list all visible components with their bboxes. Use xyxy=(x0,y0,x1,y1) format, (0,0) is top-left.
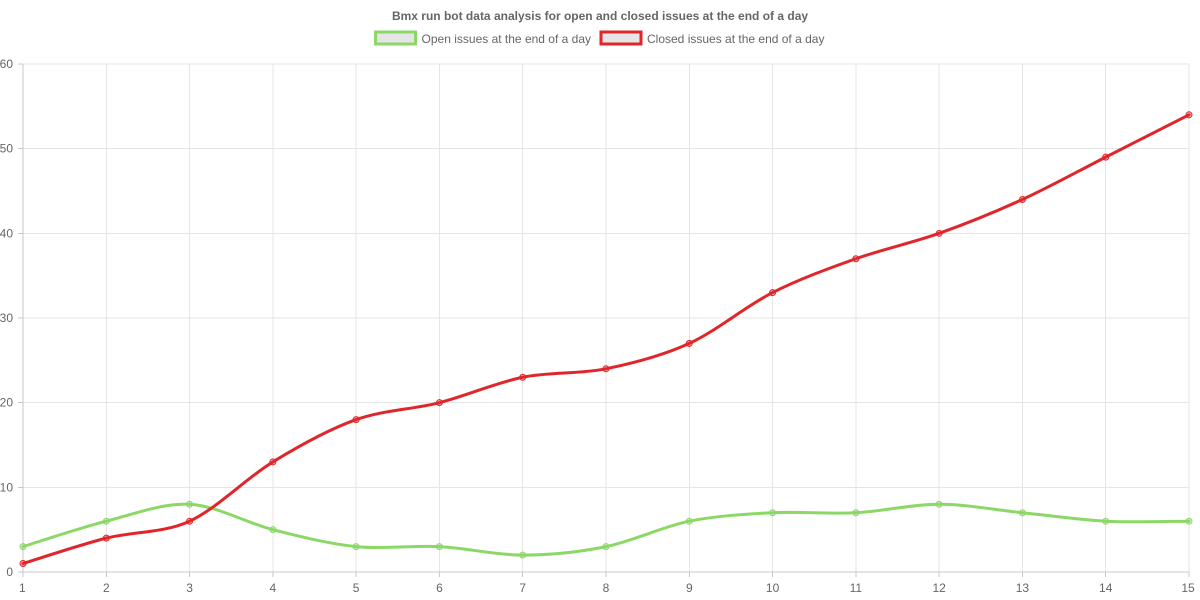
chart-title: Bmx run bot data analysis for open and c… xyxy=(392,9,808,23)
data-point[interactable] xyxy=(186,500,194,508)
data-point[interactable] xyxy=(102,534,110,542)
series-line xyxy=(21,113,1191,566)
data-point[interactable] xyxy=(1018,195,1026,203)
data-point[interactable] xyxy=(352,416,360,424)
data-point[interactable] xyxy=(269,458,277,466)
chart-grid xyxy=(22,63,1190,573)
x-tick-label: 13 xyxy=(1016,581,1030,595)
x-tick-label: 15 xyxy=(1181,581,1195,595)
data-point[interactable] xyxy=(852,255,860,263)
data-point[interactable] xyxy=(769,289,777,297)
data-point[interactable] xyxy=(935,500,943,508)
data-point[interactable] xyxy=(602,543,610,551)
y-tick-label: 60 xyxy=(0,57,13,71)
chart-series xyxy=(19,111,1193,568)
data-point[interactable] xyxy=(1185,111,1193,119)
legend-swatch xyxy=(599,30,643,46)
data-point[interactable] xyxy=(519,551,527,559)
series-line xyxy=(21,502,1191,557)
data-point[interactable] xyxy=(19,543,27,551)
y-tick-label: 10 xyxy=(0,480,13,494)
data-point[interactable] xyxy=(769,509,777,517)
x-tick-label: 7 xyxy=(519,581,526,595)
data-point[interactable] xyxy=(602,365,610,373)
data-point[interactable] xyxy=(1185,517,1193,525)
legend-label: Closed issues at the end of a day xyxy=(647,32,824,46)
data-point[interactable] xyxy=(269,526,277,534)
x-tick-label: 10 xyxy=(766,581,780,595)
data-point[interactable] xyxy=(352,543,360,551)
data-point[interactable] xyxy=(685,517,693,525)
legend-swatch xyxy=(374,30,418,46)
y-tick-label: 40 xyxy=(0,226,13,240)
y-tick-label: 0 xyxy=(6,565,13,579)
x-tick-label: 1 xyxy=(19,581,26,595)
data-point[interactable] xyxy=(186,517,194,525)
data-point[interactable] xyxy=(852,509,860,517)
data-point[interactable] xyxy=(435,543,443,551)
y-tick-label: 20 xyxy=(0,396,13,410)
data-point[interactable] xyxy=(102,517,110,525)
data-point[interactable] xyxy=(1018,509,1026,517)
y-tick-label: 50 xyxy=(0,142,13,156)
x-tick-label: 14 xyxy=(1099,581,1113,595)
data-point[interactable] xyxy=(935,229,943,237)
series-open-issues xyxy=(19,500,1193,559)
data-point[interactable] xyxy=(1102,153,1110,161)
x-tick-label: 3 xyxy=(186,581,193,595)
x-tick-label: 6 xyxy=(436,581,443,595)
x-tick-label: 8 xyxy=(603,581,610,595)
data-point[interactable] xyxy=(1102,517,1110,525)
x-tick-label: 5 xyxy=(353,581,360,595)
x-tick-label: 12 xyxy=(932,581,946,595)
data-point[interactable] xyxy=(519,373,527,381)
data-point[interactable] xyxy=(685,339,693,347)
x-tick-label: 11 xyxy=(850,581,863,595)
series-closed-issues xyxy=(19,111,1193,568)
x-tick-label: 2 xyxy=(103,581,110,595)
legend-item[interactable]: Open issues at the end of a day xyxy=(374,30,591,46)
chart-legend: Open issues at the end of a day Closed is… xyxy=(374,30,824,46)
data-point[interactable] xyxy=(19,560,27,568)
data-point[interactable] xyxy=(435,399,443,407)
x-tick-label: 4 xyxy=(270,581,277,595)
legend-label: Open issues at the end of a day xyxy=(422,32,591,46)
x-tick-label: 9 xyxy=(686,581,693,595)
legend-item[interactable]: Closed issues at the end of a day xyxy=(599,30,824,46)
y-tick-label: 30 xyxy=(0,311,13,325)
